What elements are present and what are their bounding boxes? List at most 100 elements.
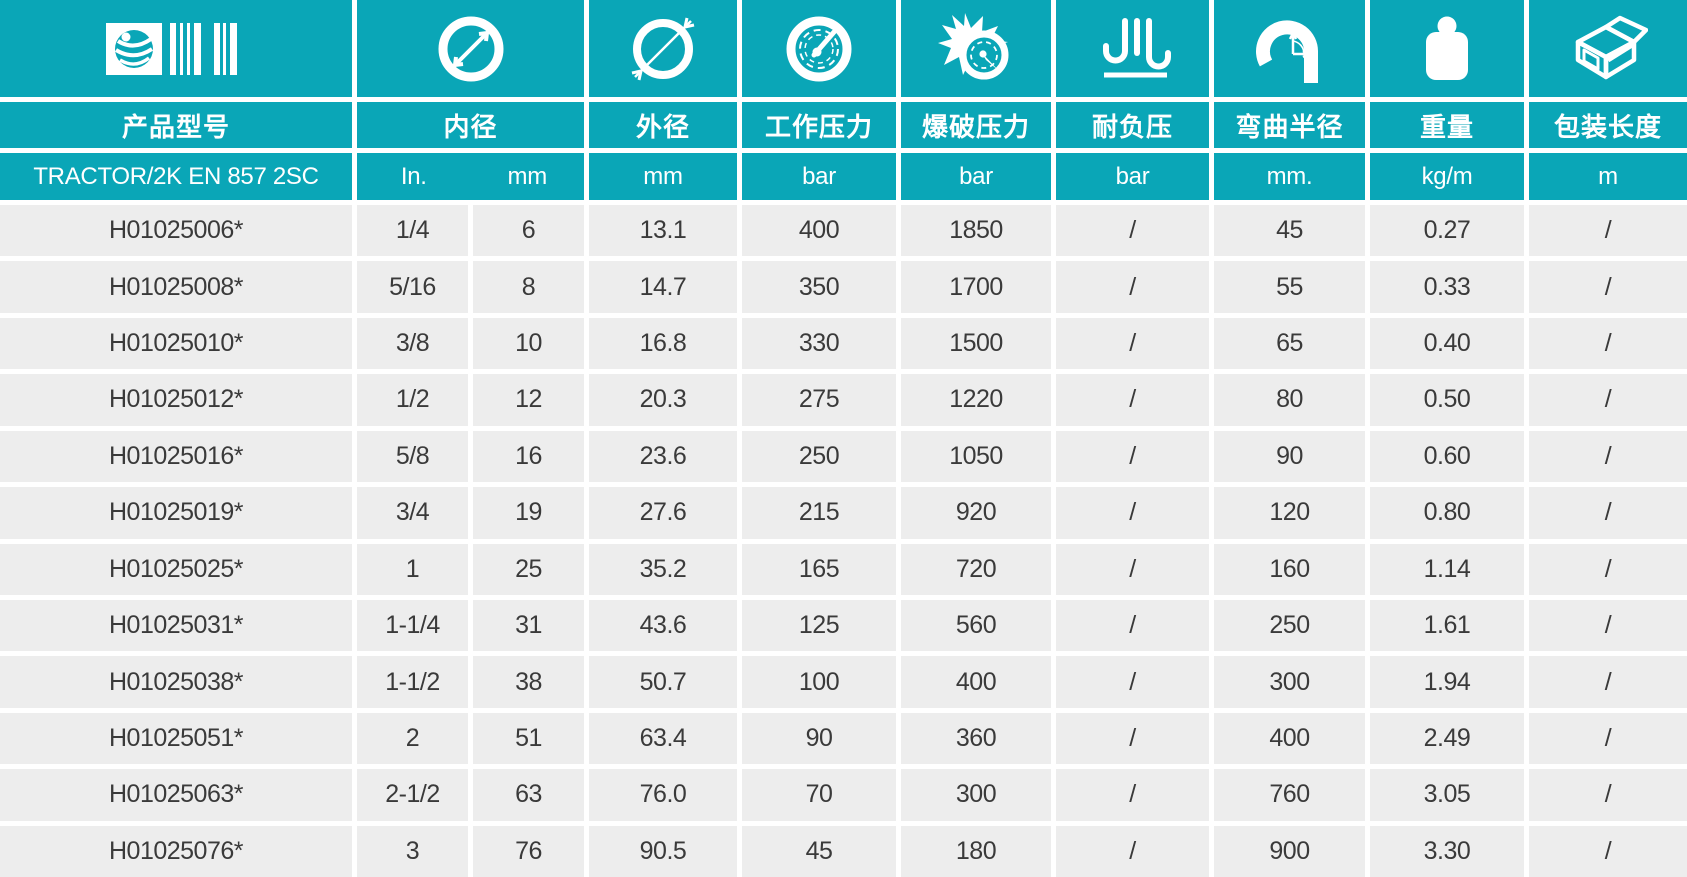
- column-icon-cell: [901, 0, 1051, 97]
- product-code-cell: H01025012*: [0, 374, 352, 426]
- value-cell: 90: [742, 712, 896, 765]
- value-cell: 63.4: [589, 712, 737, 765]
- value-cell: 180: [901, 825, 1051, 877]
- value-cell: /: [1529, 825, 1687, 877]
- value-cell: 0.50: [1370, 374, 1524, 426]
- unit-cell: bar: [901, 153, 1051, 200]
- value-cell: /: [1529, 656, 1687, 708]
- value-cell: 3/4: [357, 487, 468, 539]
- value-cell: 1700: [901, 261, 1051, 313]
- unit-inches: In.: [400, 162, 427, 190]
- pressure-gauge-icon: [786, 16, 852, 81]
- bend-radius-icon: [1255, 19, 1318, 83]
- value-cell: 900: [1214, 825, 1365, 877]
- value-cell: 3.30: [1370, 825, 1524, 877]
- value-cell: /: [1056, 543, 1209, 595]
- unit-cell: mm.: [1214, 153, 1365, 200]
- value-cell: 560: [901, 599, 1051, 652]
- value-cell: 1: [357, 543, 468, 595]
- product-code-cell: H01025038*: [0, 656, 352, 708]
- value-cell: 19: [473, 487, 584, 539]
- value-cell: 1-1/4: [357, 599, 468, 652]
- value-cell: 45: [742, 825, 896, 877]
- value-cell: 0.80: [1370, 487, 1524, 539]
- column-header-package-length: 包装长度: [1529, 102, 1687, 148]
- value-cell: /: [1056, 430, 1209, 483]
- value-cell: 16: [473, 430, 584, 483]
- unit-mm: mm: [507, 162, 548, 190]
- value-cell: 31: [473, 599, 584, 652]
- product-code-cell: H01025063*: [0, 769, 352, 821]
- value-cell: 6: [473, 205, 584, 257]
- value-cell: /: [1056, 712, 1209, 765]
- value-cell: 2-1/2: [357, 769, 468, 821]
- value-cell: 65: [1214, 317, 1365, 370]
- column-header-inner-diameter: 内径: [357, 102, 584, 148]
- column-icon-cell: [742, 0, 896, 97]
- value-cell: 45: [1214, 205, 1365, 257]
- value-cell: 1500: [901, 317, 1051, 370]
- value-cell: 760: [1214, 769, 1365, 821]
- value-cell: 250: [742, 430, 896, 483]
- product-code-cell: H01025008*: [0, 261, 352, 313]
- value-cell: 300: [1214, 656, 1365, 708]
- value-cell: 3.05: [1370, 769, 1524, 821]
- column-header-bend-radius: 弯曲半径: [1214, 102, 1365, 148]
- unit-cell: bar: [742, 153, 896, 200]
- value-cell: 400: [1214, 712, 1365, 765]
- column-icon-cell: [0, 0, 352, 97]
- weight-icon: [1426, 16, 1468, 80]
- value-cell: 3/8: [357, 317, 468, 370]
- value-cell: 1220: [901, 374, 1051, 426]
- value-cell: 1.94: [1370, 656, 1524, 708]
- value-cell: 90.5: [589, 825, 737, 877]
- value-cell: 10: [473, 317, 584, 370]
- value-cell: 275: [742, 374, 896, 426]
- product-code-cell: H01025051*: [0, 712, 352, 765]
- column-icon-cell: [1370, 0, 1524, 97]
- value-cell: 1.61: [1370, 599, 1524, 652]
- value-cell: 13.1: [589, 205, 737, 257]
- value-cell: 920: [901, 487, 1051, 539]
- value-cell: 0.27: [1370, 205, 1524, 257]
- value-cell: 5/16: [357, 261, 468, 313]
- value-cell: 250: [1214, 599, 1365, 652]
- value-cell: 43.6: [589, 599, 737, 652]
- value-cell: /: [1529, 205, 1687, 257]
- product-code-cell: H01025076*: [0, 825, 352, 877]
- value-cell: /: [1529, 487, 1687, 539]
- value-cell: /: [1529, 261, 1687, 313]
- value-cell: 400: [742, 205, 896, 257]
- value-cell: /: [1056, 261, 1209, 313]
- value-cell: /: [1529, 374, 1687, 426]
- value-cell: /: [1529, 430, 1687, 483]
- value-cell: 1/2: [357, 374, 468, 426]
- value-cell: 0.33: [1370, 261, 1524, 313]
- value-cell: 160: [1214, 543, 1365, 595]
- value-cell: 0.40: [1370, 317, 1524, 370]
- value-cell: 63: [473, 769, 584, 821]
- value-cell: 350: [742, 261, 896, 313]
- value-cell: /: [1056, 769, 1209, 821]
- value-cell: /: [1056, 487, 1209, 539]
- value-cell: 80: [1214, 374, 1365, 426]
- value-cell: /: [1529, 712, 1687, 765]
- value-cell: 100: [742, 656, 896, 708]
- value-cell: 1-1/2: [357, 656, 468, 708]
- value-cell: 70: [742, 769, 896, 821]
- value-cell: 3: [357, 825, 468, 877]
- column-icon-cell: [589, 0, 737, 97]
- series-name: TRACTOR/2K EN 857 2SC: [0, 153, 352, 200]
- value-cell: 1.14: [1370, 543, 1524, 595]
- value-cell: /: [1056, 205, 1209, 257]
- value-cell: 2: [357, 712, 468, 765]
- vacuum-resistance-icon: [1102, 17, 1171, 77]
- column-header-working-pressure: 工作压力: [742, 102, 896, 148]
- burst-pressure-icon: [938, 12, 1009, 79]
- value-cell: 400: [901, 656, 1051, 708]
- value-cell: /: [1056, 656, 1209, 708]
- column-header-vacuum: 耐负压: [1056, 102, 1209, 148]
- package-box-icon: [1575, 15, 1648, 79]
- value-cell: /: [1529, 317, 1687, 370]
